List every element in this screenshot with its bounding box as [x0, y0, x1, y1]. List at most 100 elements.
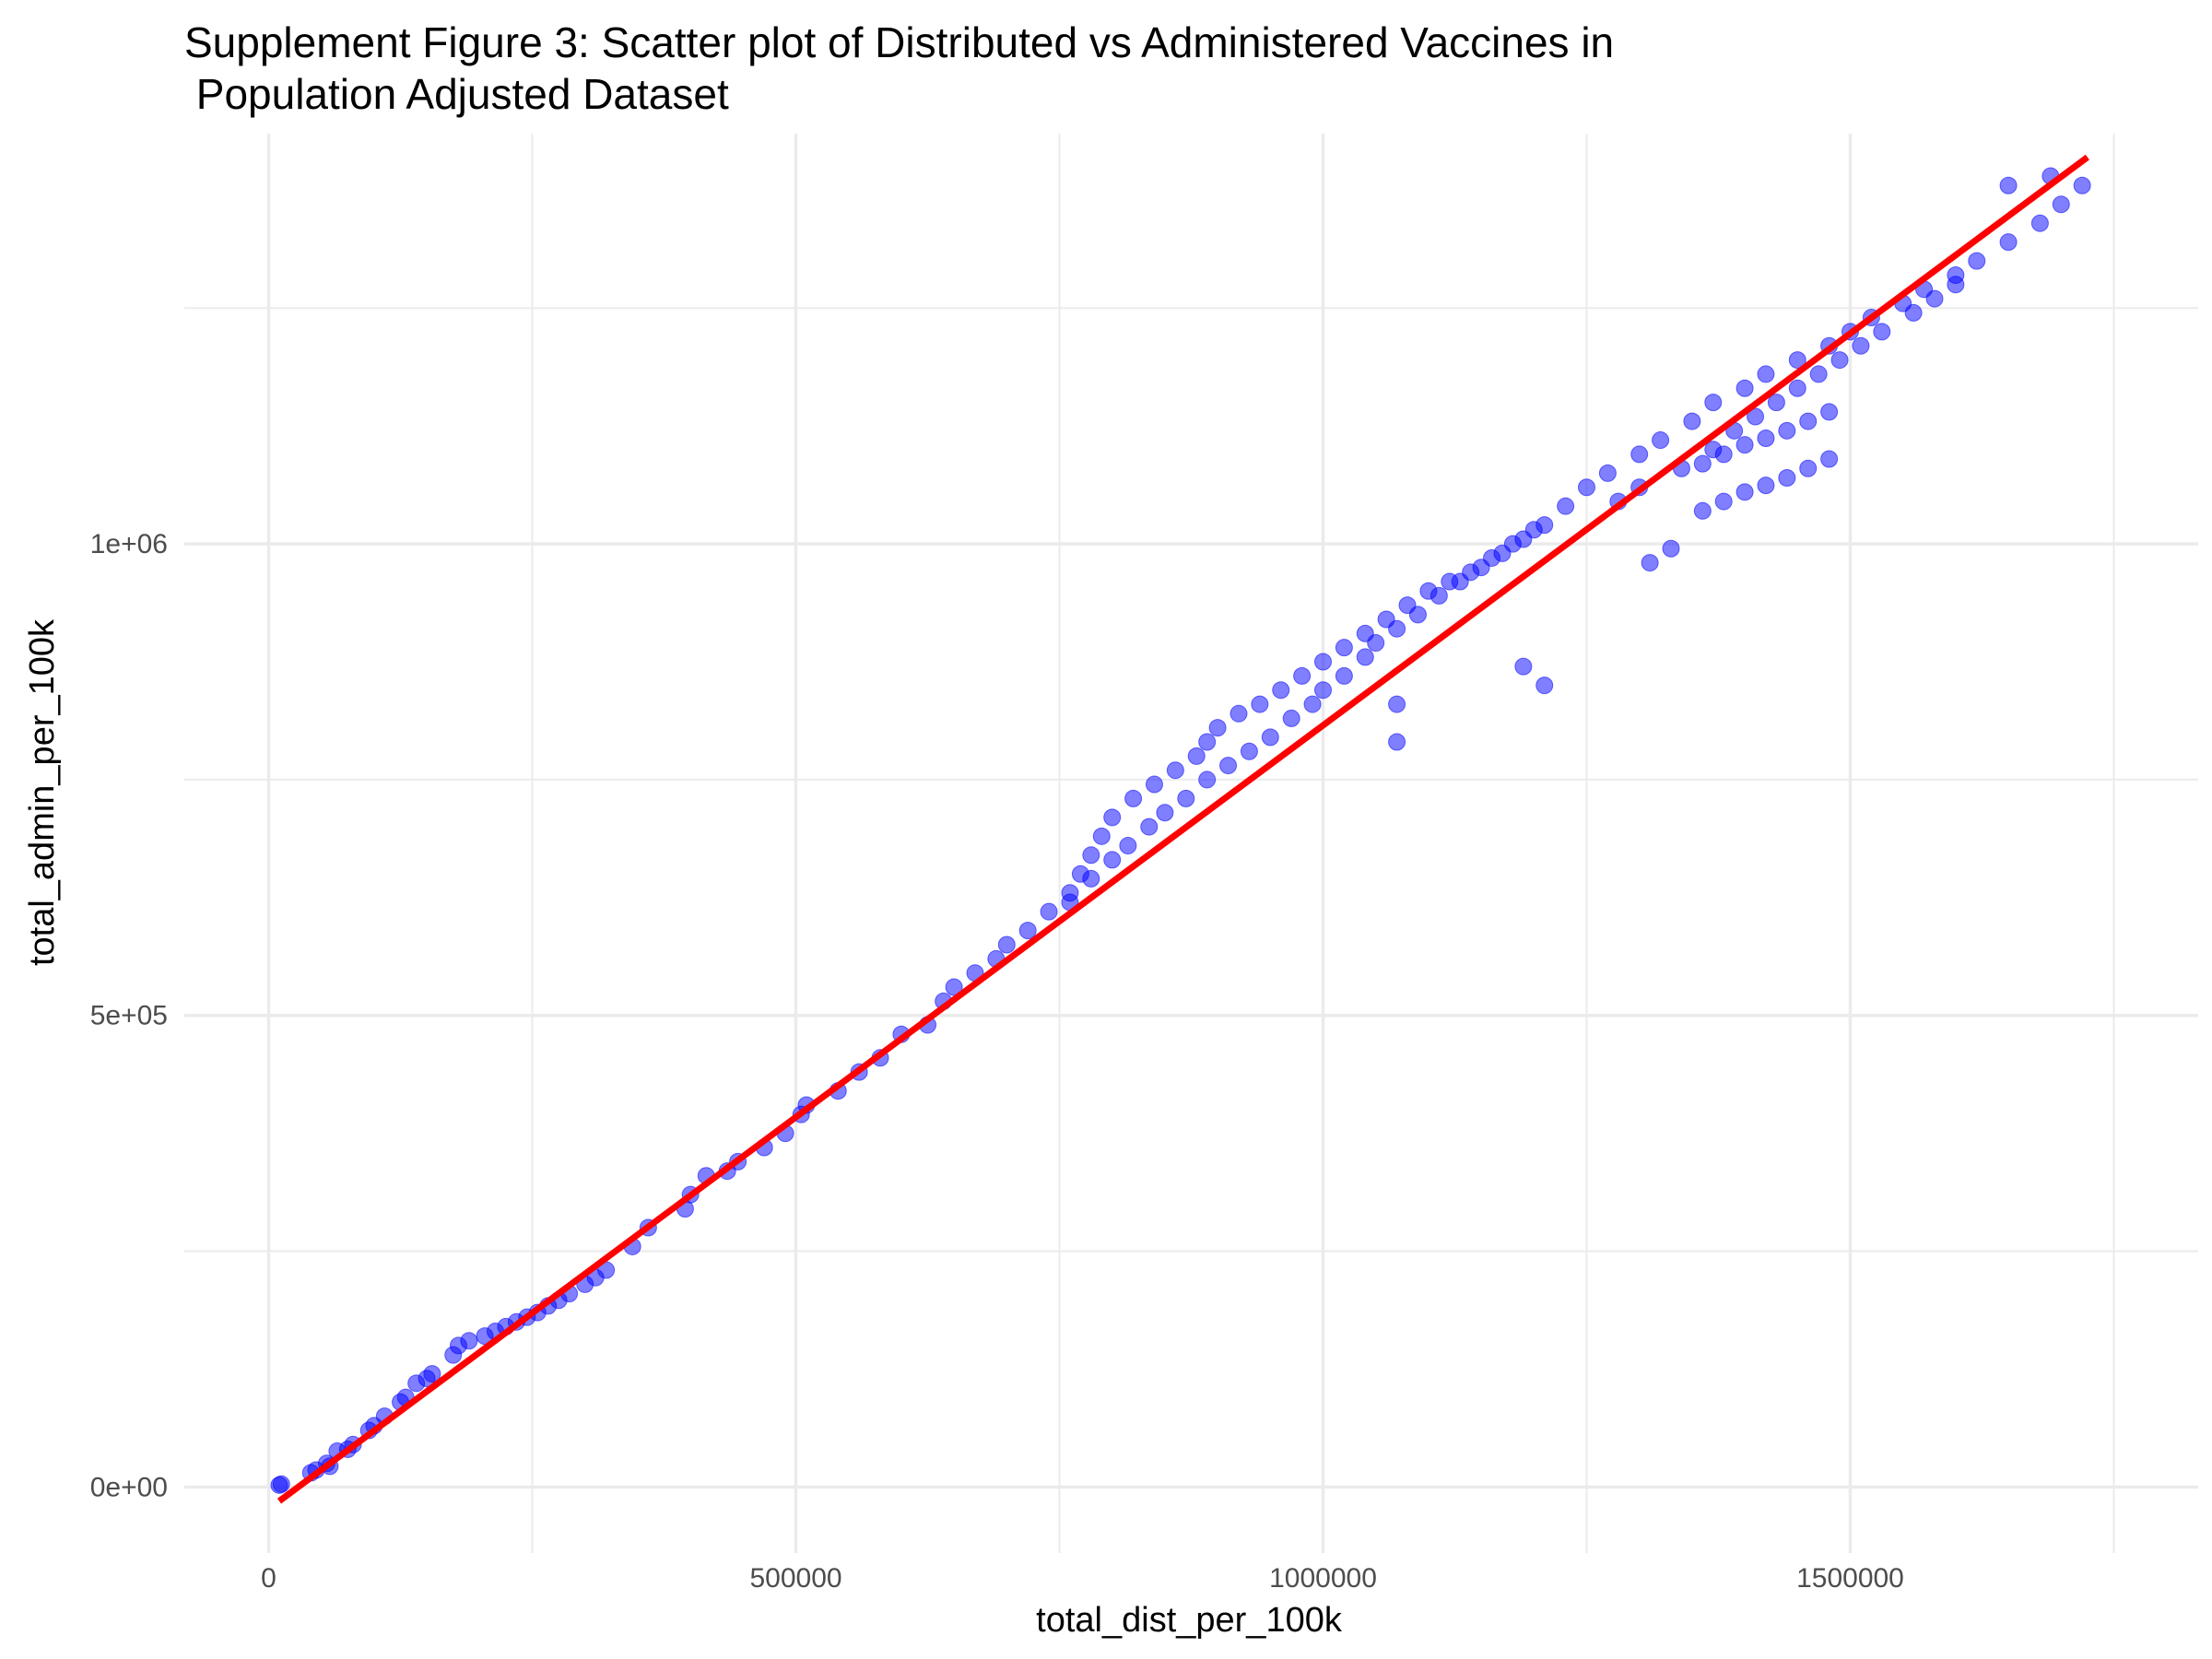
data-point: [1208, 719, 1227, 737]
data-point: [272, 1475, 290, 1493]
data-point: [1293, 666, 1312, 685]
data-point: [1335, 639, 1353, 657]
data-point: [1799, 412, 1818, 430]
data-point: [1124, 789, 1143, 807]
data-point: [1156, 804, 1174, 822]
data-point: [1577, 478, 1595, 497]
data-point: [1356, 648, 1374, 666]
data-point: [1904, 303, 1923, 322]
data-point: [1377, 610, 1395, 629]
data-point: [1524, 521, 1543, 539]
x-tick-label: 500000: [749, 1563, 841, 1594]
data-point: [1747, 407, 1765, 426]
y-tick-labels: 0e+00 5e+05 1e+06: [90, 529, 168, 1502]
trend-line-group: [276, 154, 2089, 1504]
y-tick-label: 1e+06: [90, 529, 168, 559]
data-point: [1388, 733, 1406, 751]
y-axis-title: total_admin_per_100k: [23, 618, 62, 966]
data-point: [1735, 436, 1754, 454]
data-point: [1557, 497, 1575, 515]
data-point: [1820, 450, 1839, 468]
data-point: [1630, 445, 1649, 464]
y-tick-label: 5e+05: [90, 1001, 168, 1031]
data-point: [1852, 336, 1870, 355]
data-point: [2030, 214, 2049, 232]
data-point: [1198, 733, 1217, 751]
data-point: [1830, 351, 1849, 370]
data-point: [1240, 742, 1258, 760]
x-tick-label: 0: [261, 1563, 276, 1594]
chart-title-line-2: Population Adjusted Dataset: [184, 70, 729, 118]
data-point: [1757, 365, 1775, 383]
data-point: [2073, 176, 2091, 194]
data-point: [1735, 379, 1754, 397]
data-point: [1103, 808, 1122, 827]
data-point: [1040, 902, 1058, 921]
data-point: [1514, 657, 1533, 676]
data-point: [1398, 596, 1417, 615]
data-point: [1788, 379, 1806, 397]
data-point: [1251, 695, 1269, 713]
data-point: [1313, 653, 1332, 671]
data-point: [1388, 695, 1406, 713]
data-point: [1082, 846, 1100, 865]
data-point: [1757, 477, 1775, 495]
data-point: [997, 935, 1016, 954]
data-point: [1757, 429, 1775, 448]
data-point: [1641, 554, 1659, 572]
data-point: [1704, 394, 1723, 412]
data-point: [1714, 492, 1733, 511]
data-point: [1177, 789, 1195, 807]
x-tick-label: 1500000: [1796, 1563, 1904, 1594]
data-point: [1219, 757, 1238, 775]
data-point: [1230, 704, 1248, 723]
data-point: [1947, 276, 1965, 294]
data-point: [1809, 365, 1828, 383]
data-point: [1119, 837, 1137, 855]
data-point: [1166, 761, 1184, 780]
x-axis-title: total_dist_per_100k: [1036, 1601, 1343, 1640]
data-point: [1092, 827, 1111, 845]
data-point: [1145, 775, 1163, 794]
data-point: [1652, 431, 1670, 450]
data-point: [1272, 681, 1290, 700]
data-point: [1873, 323, 1891, 341]
data-point: [1483, 548, 1501, 567]
data-point: [1462, 563, 1480, 582]
data-point: [1767, 394, 1785, 412]
data-point: [1140, 818, 1159, 836]
data-point: [1441, 572, 1459, 591]
data-point: [1503, 535, 1522, 553]
data-point: [1282, 709, 1300, 727]
data-point: [1683, 412, 1701, 430]
data-point: [1925, 289, 1944, 308]
data-point: [1662, 539, 1680, 558]
data-point: [945, 978, 963, 996]
data-point: [1735, 483, 1754, 501]
data-point: [1198, 771, 1217, 789]
data-point: [1356, 624, 1374, 642]
data-point: [1303, 695, 1322, 713]
x-tick-label: 1000000: [1269, 1563, 1377, 1594]
data-point: [1999, 233, 2018, 252]
data-point: [1419, 582, 1438, 600]
data-point: [460, 1332, 478, 1350]
data-point: [1714, 445, 1733, 464]
data-point: [1778, 468, 1796, 487]
data-point: [1999, 176, 2018, 194]
data-point: [1598, 464, 1617, 482]
data-point: [1778, 421, 1796, 440]
chart-title-line-1: Supplement Figure 3: Scatter plot of Dis…: [184, 18, 1614, 66]
data-point: [1788, 351, 1806, 370]
data-point: [1187, 747, 1206, 765]
data-point: [1535, 677, 1554, 695]
data-point: [1018, 922, 1037, 940]
data-point: [1693, 501, 1712, 520]
trend-line: [276, 154, 2089, 1504]
data-point: [1071, 865, 1089, 883]
data-point: [1799, 459, 1818, 477]
data-point: [423, 1365, 441, 1383]
data-point: [1261, 728, 1279, 747]
data-point: [1313, 681, 1332, 700]
